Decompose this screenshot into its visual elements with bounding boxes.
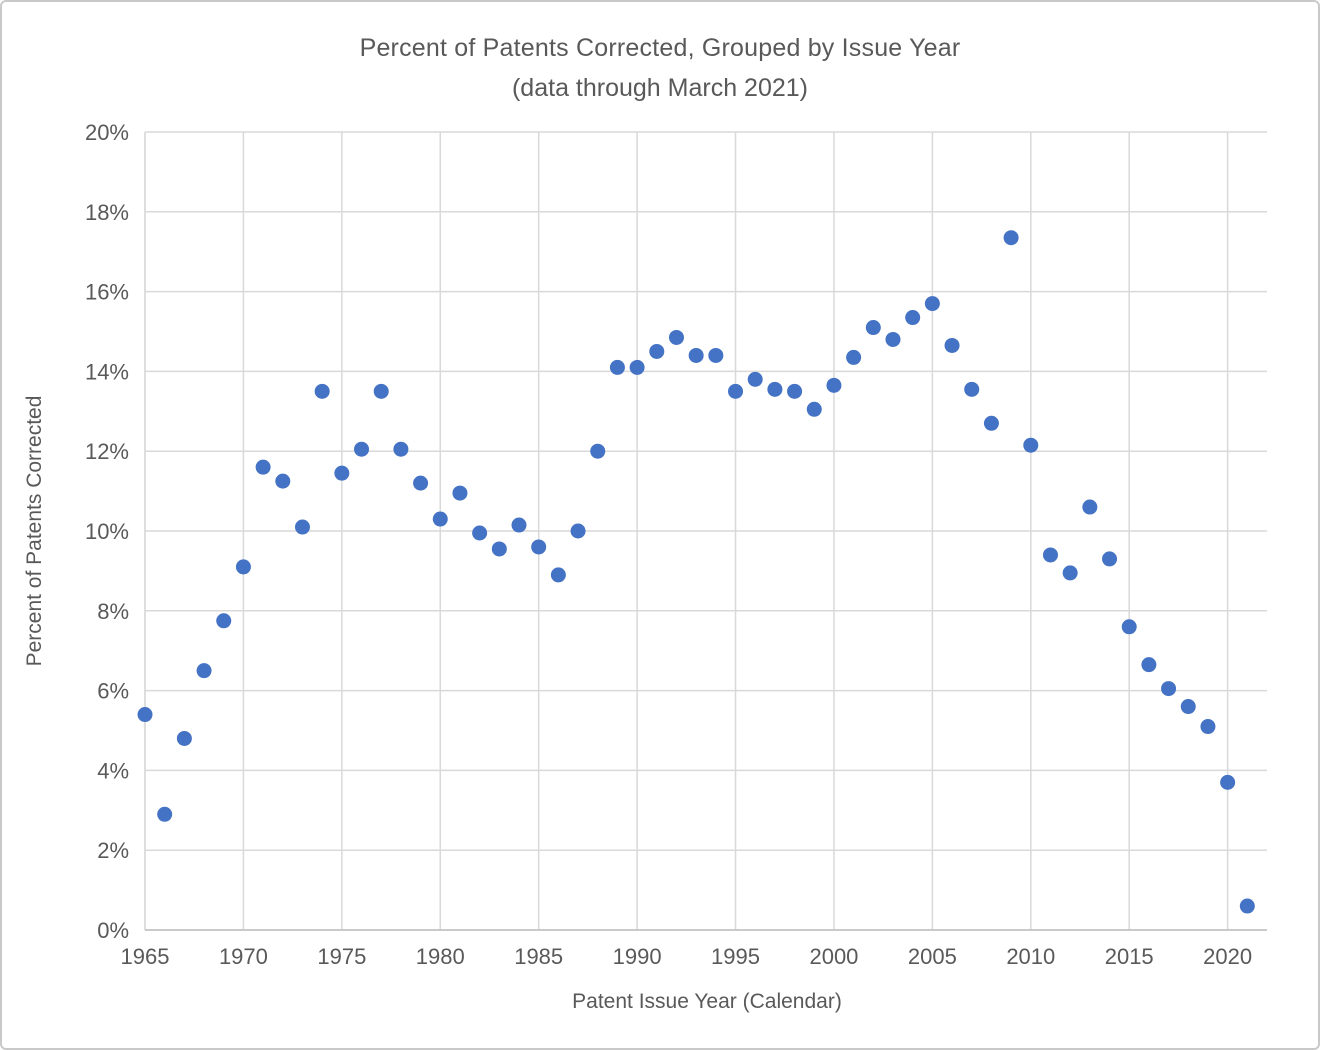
data-point — [964, 381, 980, 397]
x-tick-label: 2010 — [1006, 944, 1055, 969]
data-point — [275, 473, 291, 489]
data-point — [590, 443, 606, 459]
data-point — [216, 613, 232, 629]
y-tick-label: 4% — [97, 758, 129, 783]
data-point — [157, 806, 173, 822]
data-point — [472, 525, 488, 541]
data-point — [491, 541, 507, 557]
data-point — [432, 511, 448, 527]
data-point — [924, 296, 940, 312]
y-tick-label: 8% — [97, 599, 129, 624]
data-point — [885, 331, 901, 347]
data-point — [1042, 547, 1058, 563]
y-tick-label: 10% — [85, 519, 129, 544]
x-tick-label: 1980 — [416, 944, 465, 969]
data-point — [1220, 774, 1236, 790]
x-tick-label: 1990 — [613, 944, 662, 969]
y-tick-label: 18% — [85, 200, 129, 225]
x-tick-label: 1965 — [121, 944, 170, 969]
data-point — [531, 539, 547, 555]
data-point — [728, 383, 744, 399]
data-point — [865, 320, 881, 336]
data-point — [708, 347, 724, 363]
data-point — [1003, 230, 1019, 246]
data-point — [314, 383, 330, 399]
data-point — [826, 377, 842, 393]
x-tick-label: 1995 — [711, 944, 760, 969]
x-tick-label: 2000 — [809, 944, 858, 969]
chart-title: Percent of Patents Corrected, Grouped by… — [359, 34, 961, 62]
data-point — [983, 415, 999, 431]
data-point — [235, 559, 251, 575]
data-point — [137, 707, 153, 723]
chart-subtitle: (data through March 2021) — [511, 74, 808, 102]
x-tick-label: 2020 — [1203, 944, 1252, 969]
data-point — [570, 523, 586, 539]
data-point — [1023, 437, 1039, 453]
data-point — [452, 485, 468, 501]
data-point — [393, 441, 409, 457]
y-tick-label: 16% — [85, 280, 129, 305]
y-tick-label: 12% — [85, 439, 129, 464]
data-point — [609, 359, 625, 375]
data-point — [747, 371, 763, 387]
data-point — [550, 567, 566, 583]
data-point — [1200, 719, 1216, 735]
data-point — [1239, 898, 1255, 914]
data-point — [787, 383, 803, 399]
data-point — [1141, 657, 1157, 673]
data-point — [511, 517, 527, 533]
x-axis-title: Patent Issue Year (Calendar) — [572, 990, 842, 1013]
data-point — [373, 383, 389, 399]
data-point — [688, 347, 704, 363]
data-point — [629, 359, 645, 375]
data-point — [196, 663, 212, 679]
data-point — [1062, 565, 1078, 581]
data-point — [846, 349, 862, 365]
y-tick-label: 2% — [97, 838, 129, 863]
y-tick-label: 0% — [97, 918, 129, 943]
data-point — [668, 329, 684, 345]
data-point — [294, 519, 310, 535]
data-point — [413, 475, 429, 491]
data-point — [806, 401, 822, 417]
data-point — [1102, 551, 1118, 567]
data-point — [649, 343, 665, 359]
x-tick-label: 1985 — [514, 944, 563, 969]
x-tick-label: 1975 — [317, 944, 366, 969]
data-point — [176, 730, 192, 746]
data-point — [905, 310, 921, 326]
data-point — [1082, 499, 1098, 515]
data-point — [1161, 681, 1177, 697]
x-tick-label: 2015 — [1105, 944, 1154, 969]
data-point — [944, 337, 960, 353]
data-point — [334, 465, 350, 481]
x-tick-label: 1970 — [219, 944, 268, 969]
y-tick-label: 6% — [97, 679, 129, 704]
x-tick-label: 2005 — [908, 944, 957, 969]
data-point — [1121, 619, 1137, 635]
data-point — [255, 459, 271, 475]
data-point — [767, 381, 783, 397]
y-tick-label: 20% — [85, 120, 129, 145]
data-point — [354, 441, 370, 457]
data-point — [1180, 699, 1196, 715]
y-tick-label: 14% — [85, 359, 129, 384]
